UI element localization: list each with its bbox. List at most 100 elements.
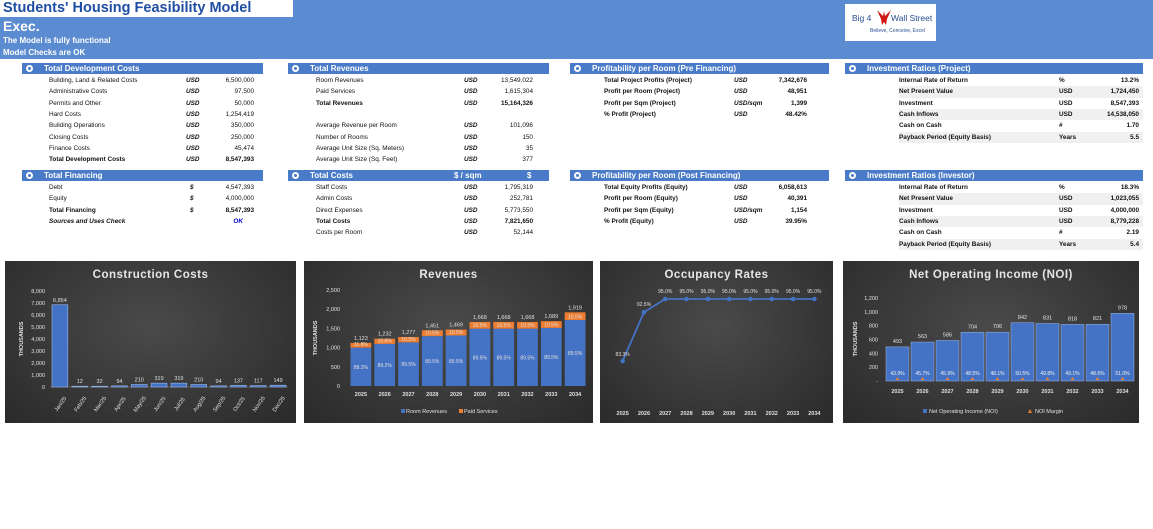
logo-tagline: Believe, Conceive, Excel [870,28,926,34]
table-row: Paid Services USD 1,615,304 [316,86,549,97]
data-label: 137 [234,378,243,384]
row-label: Equity [49,195,67,203]
row-label: Average Revenue per Room [316,122,397,130]
table-row: Finance Costs USD 45,474 [49,143,263,154]
total-label: 1,668 [521,315,535,321]
table-row: Payback Period (Equity Basis) Years 5.4 [899,238,1143,250]
table-row: Closing Costs USD 250,000 [49,132,263,143]
total-label: 1,469 [449,323,463,329]
row-unit: Years [1059,133,1077,141]
bar-room-revenues [350,347,372,386]
row-value: 1,615,304 [504,88,533,96]
data-label: 10.8% [378,338,393,344]
bar [269,384,287,388]
data-label: 95.0% [786,289,801,295]
row-label: Profit per Sqm (Equity) [604,206,674,214]
table-row: Total Equity Profits (Equity) USD 6,058,61… [604,182,829,193]
bar-paid-services [540,321,562,328]
data-label: 563 [918,334,927,340]
data-point [812,296,817,302]
row-value: 8,779,228 [1110,217,1139,225]
data-label: 89.5% [473,355,488,361]
section-title: Profitability per Room (Post Financing) [592,171,741,180]
row-unit: # [1059,122,1063,130]
total-label: 1,232 [378,332,392,338]
row-unit: USD [464,99,478,107]
total-label: 1,277 [402,330,416,336]
table-row: Administrative Costs USD 97,500 [49,86,263,97]
y-tick-label: - [876,379,878,385]
bar [210,385,227,388]
section-title: Total Revenues [310,64,369,73]
x-tick-label: 2027 [941,389,953,395]
data-label: 10.5% [568,315,583,321]
data-label: 89.5% [401,362,416,368]
y-tick-label: 1,000 [864,310,878,316]
row-unit: USD [186,110,200,118]
row-value: 13.2% [1120,77,1139,84]
row-label: Staff Costs [316,184,348,191]
section-header-iri: Investment Ratios (Investor) [845,170,1143,181]
row-unit: USD/sqm [734,99,763,107]
x-tick-label: 2025 [891,389,903,395]
y-tick-label: 2,000 [31,361,45,367]
row-value: 250,000 [230,133,254,141]
total-label: 1,451 [425,323,439,329]
section-bullet-icon [292,65,299,72]
row-unit: USD [464,217,478,225]
x-tick-label: 2030 [723,411,735,417]
row-label: Paid Services [316,88,356,96]
y-tick-label: 1,000 [326,346,340,352]
table-row: % Profit (Equity) USD 39.95% [604,216,829,227]
row-value: 1,724,450 [1110,88,1139,96]
section-bullet-icon [26,172,33,179]
row-value: 6,058,613 [778,184,807,191]
row-unit: $ [190,184,194,191]
table-row: Net Present Value USD 1,023,055 [899,193,1143,205]
chart-title: Occupancy Rates [664,269,769,281]
x-tick-label: Oct/25 [232,396,246,413]
total-label: 1,919 [568,305,582,311]
row-unit: $ [190,206,194,214]
margin-label: 50.5% [1015,371,1030,377]
occupancy-line [621,298,815,362]
row-unit: USD [464,88,478,96]
data-label: 12 [77,379,83,385]
row-unit: USD [464,206,478,214]
legend-label: Net Operating Income (NOI) [929,409,998,415]
row-unit: USD [464,133,478,141]
row-unit: USD [464,77,478,84]
row-label: Hard Costs [49,110,81,118]
row-value: 8,547,393 [225,206,254,214]
y-tick-label: 400 [869,351,878,357]
total-label: 1,668 [473,315,487,321]
row-unit: USD [186,99,200,107]
page-title: Students' Housing Feasibility Model [0,0,293,17]
data-label: 704 [968,324,977,330]
section-title: Investment Ratios (Project) [867,64,971,73]
bar [91,385,108,388]
margin-label: 51.0% [1115,371,1130,377]
y-tick-label: 1,200 [864,296,878,302]
x-tick-label: 2034 [1116,389,1129,395]
section-header-rev: Total Revenues [288,63,549,74]
total-label: 1,668 [497,315,511,321]
data-label: 842 [1018,315,1027,321]
table-row: Building, Land & Related Costs USD 6,500,0… [49,75,263,86]
data-label: 10.5% [401,337,416,343]
y-tick-label: 5,000 [31,325,45,331]
y-tick-label: 600 [869,338,878,344]
row-label: Admin Costs [316,195,353,203]
row-value: 7,821,650 [504,217,533,225]
row-unit: USD/sqm [734,206,763,214]
row-label: Average Unit Size (Sq. Feet) [316,156,398,164]
bar-noi [1110,313,1135,382]
section-header-dev: Total Development Costs [22,63,263,74]
y-axis-label: THOUSANDS [853,321,859,356]
row-label: Costs per Room [316,229,363,237]
row-value: 1.70 [1126,122,1139,130]
data-label: 210 [135,377,144,383]
data-label: 83.3% [616,352,631,358]
row-unit: USD [1059,217,1073,225]
table-row: % Profit (Project) USD 48.42% [604,109,829,120]
